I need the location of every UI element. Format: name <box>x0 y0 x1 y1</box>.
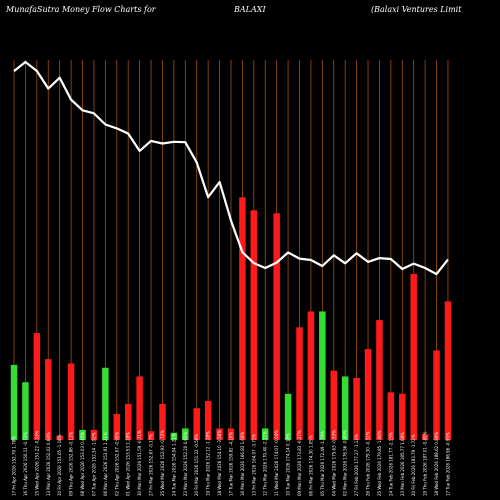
money-flow-bar <box>296 327 303 440</box>
x-tick-label: 27 Fri Mar 2026 152.67 -0.17% <box>149 434 154 496</box>
x-tick-label: 16 Mon Mar 2026 166.83 1.68% <box>240 431 245 496</box>
money-flow-bar <box>124 403 132 440</box>
money-flow-bar <box>364 349 372 440</box>
money-flow-bar <box>193 408 200 440</box>
money-flow-bar <box>319 311 326 440</box>
money-flow-bar <box>204 401 212 440</box>
x-tick-label: 23 Mon Mar 2026 152.20 0.65% <box>183 431 188 496</box>
x-tick-label: 16 Thu Apr 2026 150.11 -0.73% <box>23 432 28 496</box>
money-flow-bar <box>284 393 292 440</box>
money-flow-bar <box>102 367 109 440</box>
x-tick-label: 15 Wed Apr 2026 151.22 -0.53% <box>34 430 39 496</box>
x-tick-label: 25 Wed Feb 2026 179.85 -1.06% <box>377 430 382 496</box>
money-flow-bar <box>216 428 223 440</box>
x-tick-label: 04 Wed Mar 2026 175.63 -0.53% <box>331 430 336 496</box>
money-flow-bar <box>353 377 360 440</box>
money-flow-bar <box>330 370 338 440</box>
x-tick-label: 12 Thu Mar 2026 170.40 -2.11% <box>263 431 268 496</box>
x-tick-label: 27 Fri Feb 2026 177.27 -1.13% <box>354 434 359 496</box>
money-flow-bar <box>410 273 417 440</box>
x-tick-label: 01 Wed Apr 2026 153.53 1.28% <box>126 432 131 496</box>
x-tick-label: 17 Tue Feb 2026 186.96 -0.95% <box>445 432 450 496</box>
x-tick-label: 23 Mon Feb 2026 185.77 1.08% <box>400 432 405 496</box>
money-flow-bar <box>341 376 349 440</box>
chart-title-prefix: MunafaSutra Money Flow Charts for <box>6 5 156 14</box>
x-tick-label: 30 Mon Mar 2026 151.59 -0.71% <box>137 430 142 496</box>
x-tick-label: 09 Thu Apr 2026 152.86 -0.11% <box>69 432 74 496</box>
x-tick-label: 05 Thu Mar 2026 172.49 -1.79% <box>320 431 325 496</box>
x-tick-label: 20 Fri Feb 2026 183.79 -1.72% <box>411 434 416 496</box>
x-tick-label: 06 Fri Mar 2026 174.30 1.05% <box>308 435 313 496</box>
money-flow-bar <box>227 428 235 440</box>
money-flow-bar <box>444 301 452 440</box>
money-flow-bar <box>387 392 395 440</box>
x-tick-label: 26 Thu Feb 2026 179.30 -0.31% <box>366 431 371 496</box>
money-flow-bar <box>399 393 406 440</box>
money-flow-bar <box>67 363 75 440</box>
x-tick-label: 10 Tue Mar 2026 174.14 0.18% <box>286 433 291 496</box>
money-flow-bar <box>136 376 143 440</box>
money-flow-bar <box>10 364 18 440</box>
money-flow-bar <box>45 359 52 440</box>
money-flow-bar <box>159 403 166 440</box>
x-tick-label: 06 Mon Apr 2026 153.91 1.21% <box>103 432 108 496</box>
chart-title-company: (Balaxi Ventures Limit <box>371 5 462 14</box>
x-tick-label: 09 Mon Mar 2026 173.83 -0.27% <box>297 430 302 496</box>
x-tick-label: 10 Fri Apr 2026 151.05 -1.18% <box>57 434 62 496</box>
money-flow-bar <box>376 320 383 440</box>
x-tick-label: 08 Wed Apr 2026 153.03 0.45% <box>80 432 85 496</box>
x-tick-label: 13 Mon Apr 2026 152.02 0.64% <box>46 432 51 496</box>
x-tick-label: 20 Fri Mar 2026 151.22 -0.59% <box>194 434 199 496</box>
money-flow-bar <box>273 213 280 440</box>
money-flow-bar <box>307 311 315 440</box>
x-tick-label: 07 Tue Apr 2026 152.34 -1.02% <box>91 432 96 496</box>
x-tick-label: 18 Wed Mar 2026 154.10 -3.58% <box>217 430 222 496</box>
money-flow-bar <box>113 414 121 440</box>
money-flow-bar <box>33 333 41 440</box>
money-flow-bar <box>239 197 246 440</box>
x-tick-label: 17 Fri Apr 2026 152.79 1.78% <box>12 436 17 496</box>
money-flow-bar <box>147 431 155 440</box>
money-flow-bar <box>170 432 178 440</box>
x-tick-label: 02 Mon Mar 2026 176.56 -0.40% <box>343 430 348 496</box>
money-flow-bar <box>56 435 63 440</box>
x-tick-label: 25 Wed Mar 2026 152.93 -0.72% <box>160 430 165 496</box>
money-flow-bar <box>182 428 189 440</box>
chart-title-symbol: BALAXI <box>234 5 266 14</box>
money-flow-bar <box>421 434 429 440</box>
money-flow-bar <box>261 428 269 440</box>
money-flow-bar <box>22 382 29 440</box>
money-flow-bar <box>433 350 440 440</box>
money-flow-bar <box>250 210 258 440</box>
x-tick-label: 19 Thu Mar 2026 152.12 -1.28% <box>206 431 211 496</box>
x-tick-label: 19 Thu Feb 2026 187.01 -0.85% <box>423 431 428 496</box>
x-tick-label: 13 Fri Mar 2026 164.07 -3.71% <box>251 434 256 496</box>
price-line <box>13 60 449 276</box>
x-tick-label: 24 Tue Feb 2026 181.77 -2.15% <box>388 432 393 496</box>
x-tick-label: 17 Tue Mar 2026 159.82 -4.20% <box>228 432 233 496</box>
x-tick-label: 02 Thu Apr 2026 152.07 -0.95% <box>114 432 119 496</box>
money-flow-bar <box>79 429 86 440</box>
x-tick-label: 18 Wed Feb 2026 188.62 0.89% <box>434 432 439 496</box>
money-flow-bar <box>90 429 98 440</box>
x-tick-label: 24 Tue Mar 2026 154.04 1.21% <box>171 433 176 496</box>
x-tick-label: 11 Wed Mar 2026 174.07 -0.04% <box>274 430 279 496</box>
